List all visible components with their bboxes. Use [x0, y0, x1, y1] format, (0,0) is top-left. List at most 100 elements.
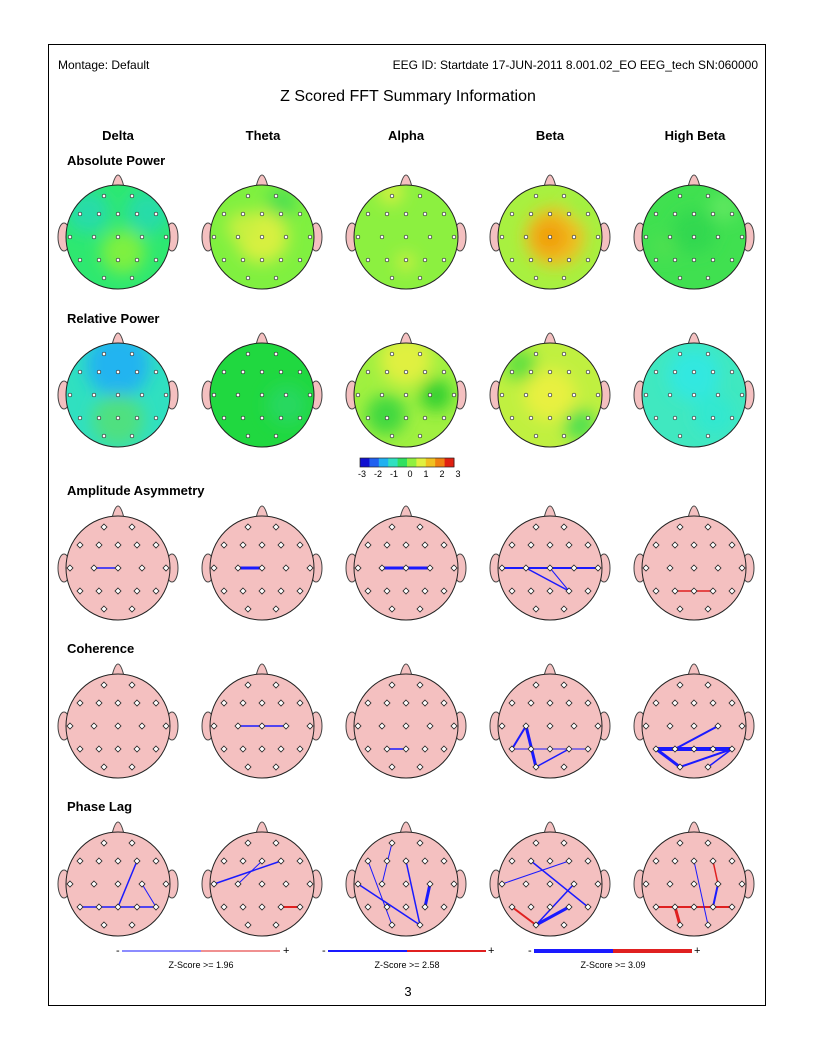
electrode	[306, 722, 314, 730]
head-map	[489, 332, 611, 448]
electrode	[128, 523, 136, 531]
electrode	[402, 541, 410, 549]
electrode	[532, 839, 540, 847]
electrode	[416, 523, 424, 531]
electrode	[417, 351, 423, 357]
electrode	[739, 392, 745, 398]
electrode	[114, 857, 122, 865]
electrode	[133, 587, 141, 595]
electrode	[691, 257, 697, 263]
electrode	[365, 257, 371, 263]
electrode	[101, 193, 107, 199]
colorbar-tick: 2	[439, 469, 445, 479]
electrode	[671, 587, 679, 595]
electrode	[364, 699, 372, 707]
electrode	[114, 541, 122, 549]
connection-line	[679, 748, 733, 768]
electrode	[240, 257, 246, 263]
electrode	[709, 699, 717, 707]
electrode	[133, 903, 141, 911]
eeg-id-label: EEG ID: Startdate 17-JUN-2011 8.001.02_E…	[392, 58, 758, 72]
electrode	[547, 257, 553, 263]
row-label-absolute-power: Absolute Power	[67, 153, 166, 168]
electrode	[258, 880, 266, 888]
electrode	[652, 745, 660, 753]
electrode	[416, 681, 424, 689]
electrode	[560, 523, 568, 531]
electrode	[76, 541, 84, 549]
electrode	[738, 564, 746, 572]
electrode	[91, 392, 97, 398]
electrode	[498, 880, 506, 888]
electrode	[528, 257, 534, 263]
electrode	[152, 903, 160, 911]
colorbar-tick: -3	[357, 469, 366, 479]
connection-line	[511, 725, 527, 750]
electrode	[560, 681, 568, 689]
electrode	[421, 541, 429, 549]
electrode	[273, 351, 279, 357]
electrode	[239, 857, 247, 865]
electrode	[258, 722, 266, 730]
electrode	[221, 415, 227, 421]
electrode	[77, 257, 83, 263]
electrode	[389, 193, 395, 199]
legend-minus: -	[528, 945, 532, 957]
electrode	[643, 392, 649, 398]
legend-label: Z-Score >= 1.96	[168, 960, 234, 970]
electrode	[90, 564, 98, 572]
electrode	[297, 415, 303, 421]
electrode	[643, 234, 649, 240]
electrode	[594, 722, 602, 730]
electrode	[139, 392, 145, 398]
head-map	[201, 821, 323, 937]
band-beta: Beta	[535, 128, 565, 143]
electrode	[672, 415, 678, 421]
electrode	[532, 921, 540, 929]
electrode	[422, 369, 428, 375]
electrode	[560, 839, 568, 847]
electrode	[402, 587, 410, 595]
electrode	[547, 234, 553, 240]
electrode	[259, 211, 265, 217]
electrode	[277, 587, 285, 595]
electrode	[705, 275, 711, 281]
electrode	[533, 275, 539, 281]
electrode	[450, 880, 458, 888]
electrode	[566, 415, 572, 421]
electrode	[272, 681, 280, 689]
electrode	[451, 392, 457, 398]
electrode	[403, 415, 409, 421]
electrode	[96, 211, 102, 217]
electrode	[676, 839, 684, 847]
electrode	[426, 564, 434, 572]
electrode	[240, 415, 246, 421]
electrode	[441, 369, 447, 375]
electrode	[710, 369, 716, 375]
electrode	[566, 211, 572, 217]
electrode	[272, 839, 280, 847]
electrode	[584, 541, 592, 549]
electrode	[691, 211, 697, 217]
legend-plus: +	[694, 945, 701, 957]
connection-line	[655, 747, 681, 769]
head-map	[345, 505, 467, 621]
electrode	[417, 193, 423, 199]
electrode	[95, 903, 103, 911]
electrode	[364, 745, 372, 753]
electrode	[709, 857, 717, 865]
electrode	[114, 564, 122, 572]
electrode	[355, 234, 361, 240]
connection-line	[707, 748, 733, 768]
electrode	[277, 857, 285, 865]
electrode	[244, 763, 252, 771]
electrode	[440, 699, 448, 707]
electrode	[691, 234, 697, 240]
electrode	[642, 564, 650, 572]
electrode	[388, 763, 396, 771]
electrode	[95, 587, 103, 595]
electrode	[441, 415, 447, 421]
electrode	[704, 763, 712, 771]
electrode	[546, 564, 554, 572]
electrode	[729, 369, 735, 375]
